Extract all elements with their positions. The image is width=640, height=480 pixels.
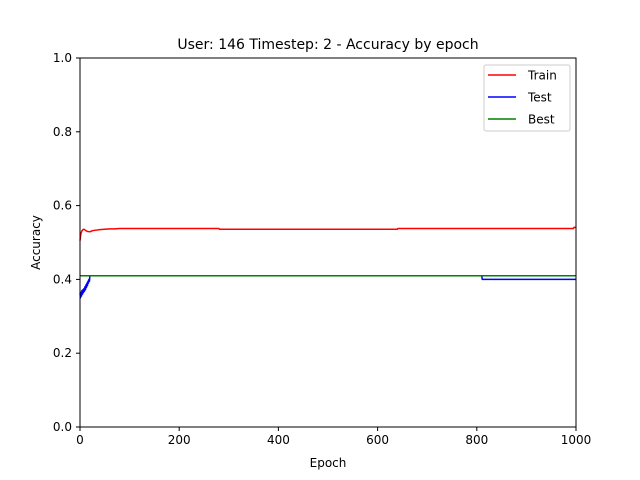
x-axis-ticks: 0 200 400 600 800 1000: [76, 427, 591, 447]
y-tick-label: 0.2: [53, 346, 72, 360]
y-tick-label: 0.4: [53, 272, 72, 286]
x-tick-label: 600: [366, 433, 389, 447]
plot-lines: [79, 226, 576, 299]
legend-label-test: Test: [527, 91, 552, 105]
legend-label-best: Best: [528, 113, 555, 127]
legend-label-train: Train: [527, 69, 557, 83]
x-tick-label: 0: [76, 433, 84, 447]
legend-box: [483, 64, 571, 132]
series-line-train: [79, 226, 576, 241]
y-axis-ticks: 0.0 0.2 0.4 0.6 0.8 1.0: [53, 51, 80, 434]
x-tick-label: 800: [465, 433, 488, 447]
y-tick-label: 0.6: [53, 199, 72, 213]
x-tick-label: 400: [267, 433, 290, 447]
legend: Train Test Best: [483, 64, 571, 132]
plot-frame: [79, 57, 577, 428]
y-tick-label: 0.8: [53, 125, 72, 139]
y-tick-label: 0.0: [53, 420, 72, 434]
y-tick-label: 1.0: [53, 51, 72, 65]
x-tick-label: 1000: [561, 433, 592, 447]
x-axis-label: Epoch: [310, 456, 347, 470]
y-axis-label: Accuracy: [29, 215, 43, 270]
series-line-test: [79, 274, 576, 299]
chart-title: User: 146 Timestep: 2 - Accuracy by epoc…: [177, 37, 478, 53]
x-tick-label: 200: [168, 433, 191, 447]
